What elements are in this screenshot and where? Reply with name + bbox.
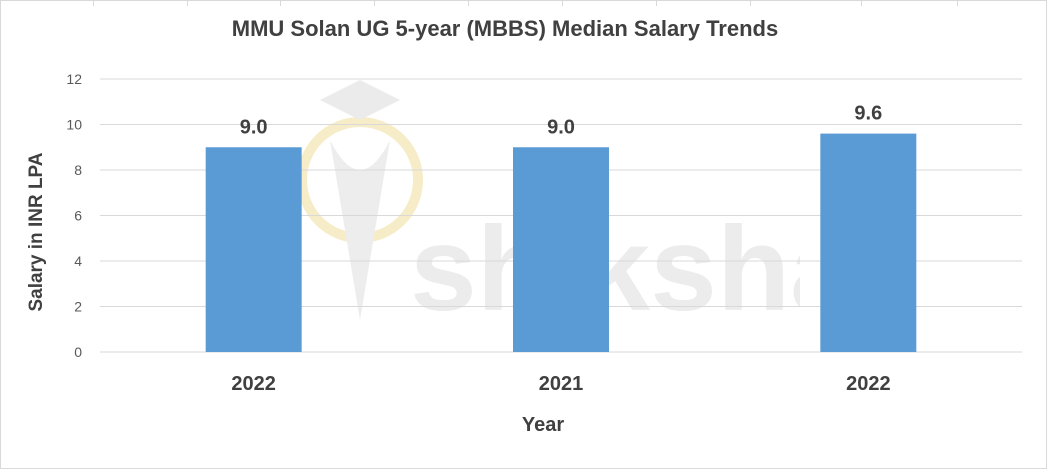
y-tick-label: 12 xyxy=(66,71,82,87)
chart-title: MMU Solan UG 5-year (MBBS) Median Salary… xyxy=(231,16,779,41)
y-tick-label: 0 xyxy=(74,344,82,360)
y-tick-label: 6 xyxy=(74,208,82,224)
data-label: 9.6 xyxy=(854,103,882,125)
x-tick-label: 2022 xyxy=(846,373,891,395)
data-label: 9.0 xyxy=(547,116,575,138)
bar xyxy=(820,133,917,352)
x-tick-label: 2021 xyxy=(539,373,584,395)
data-label: 9.0 xyxy=(240,116,268,138)
bar xyxy=(513,147,609,352)
x-axis-label: Year xyxy=(521,414,565,436)
x-tick-label: 2022 xyxy=(231,373,276,395)
bar xyxy=(205,147,302,352)
y-tick-label: 10 xyxy=(66,117,82,133)
y-tick-label: 8 xyxy=(74,162,82,178)
top-gridlines xyxy=(0,0,1047,6)
y-tick-label: 2 xyxy=(74,299,82,315)
y-tick-label: 4 xyxy=(74,253,82,269)
